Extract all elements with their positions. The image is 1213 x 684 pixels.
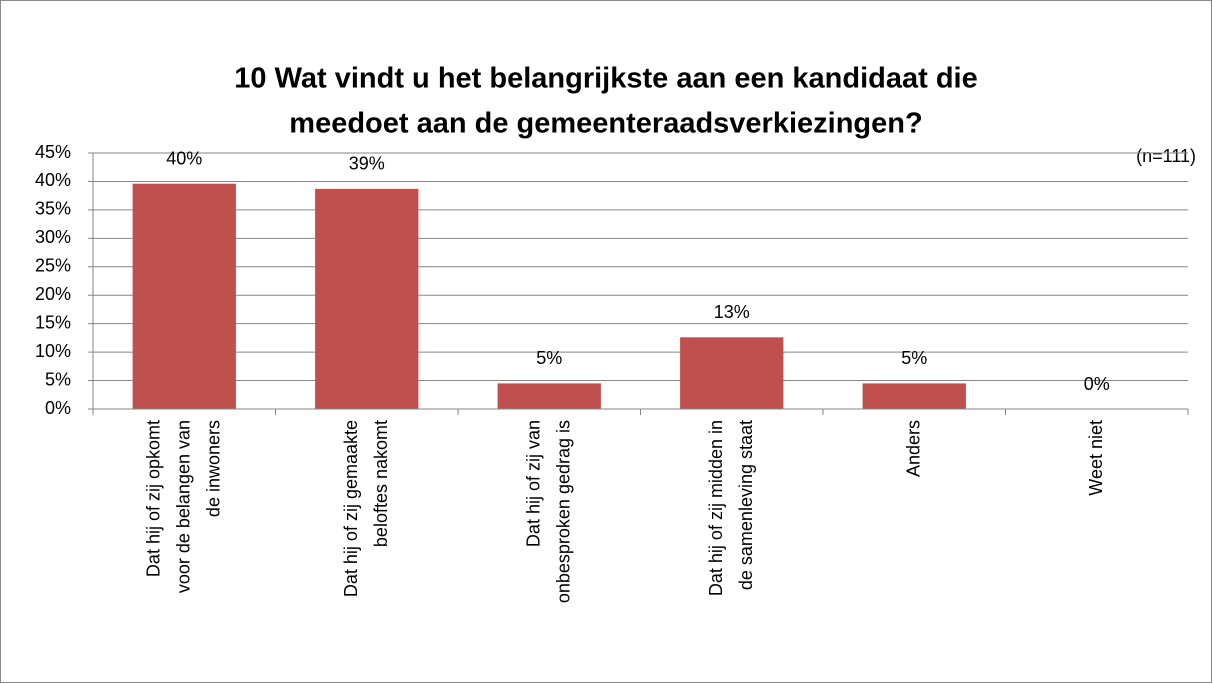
y-tick-label: 35% [35,199,71,219]
y-tick-label: 40% [35,170,71,190]
y-tick-label: 5% [45,369,71,389]
chart-title: meedoet aan de gemeenteraadsverkiezingen… [289,108,922,140]
y-tick-label: 45% [35,142,71,162]
x-tick-label: Dat hij of zij opkomt voor de belangen va… [143,420,223,593]
x-tick-label: Weet niet [1086,420,1106,496]
chart-subtitle: (n=111) [1136,146,1196,166]
bar [132,183,236,409]
data-label: 13% [714,302,750,322]
y-tick-label: 0% [45,398,71,418]
bar [680,337,784,409]
data-label: 40% [166,148,202,168]
x-tick-label: Dat hij of zij gemaakte beloftes nakomt [341,420,391,597]
data-label: 0% [1084,374,1110,394]
y-tick-label: 25% [35,256,71,276]
x-tick-label: Dat hij of zij van onbesproken gedrag is [523,420,573,603]
y-tick-label: 30% [35,227,71,247]
data-label: 5% [901,348,927,368]
bar [497,383,601,409]
y-tick-label: 15% [35,312,71,332]
x-tick-label: Dat hij of zij midden in de samenleving s… [706,420,756,596]
y-tick-label: 20% [35,284,71,304]
data-label: 5% [536,348,562,368]
y-tick-label: 10% [35,341,71,361]
x-tick-label: Anders [903,420,923,477]
bar [862,383,966,409]
chart-title: 10 Wat vindt u het belangrijkste aan een… [234,63,977,95]
bar [315,188,419,409]
data-label: 39% [349,154,385,174]
